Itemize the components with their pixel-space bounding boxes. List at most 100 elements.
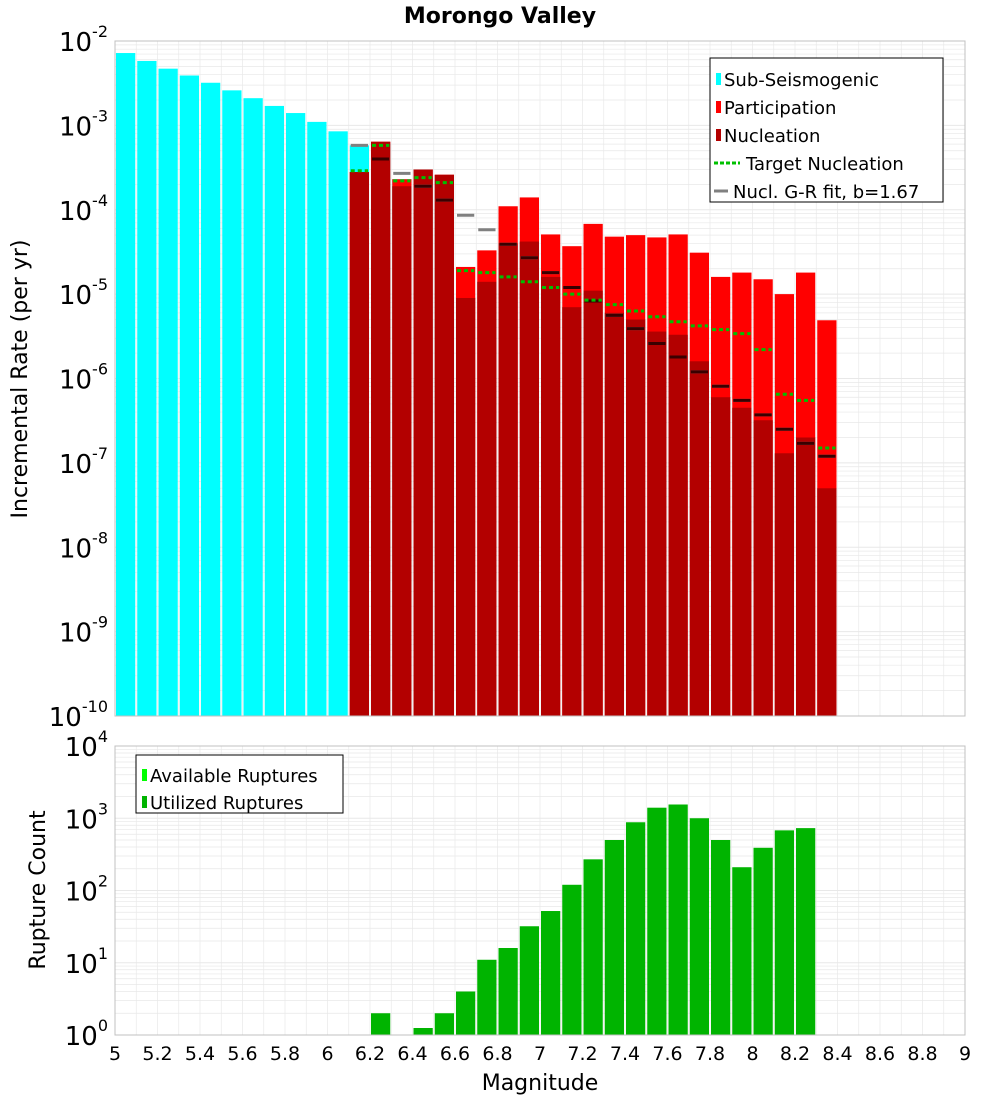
nucleation-bar <box>371 141 391 716</box>
magnitude-xlabel: Magnitude <box>482 1071 599 1096</box>
x-tick-label: 8 <box>746 1043 758 1065</box>
x-tick-label: 7 <box>534 1043 546 1065</box>
x-tick-label: 7.4 <box>610 1043 640 1065</box>
nucleation-bar <box>732 407 752 716</box>
y-tick-label: 104 <box>65 727 108 763</box>
nucleation-bar <box>689 361 709 716</box>
utilized-ruptures-bar <box>413 1028 433 1035</box>
y-tick-label: 10-4 <box>59 191 108 227</box>
nucleation-bar <box>456 297 476 716</box>
y-tick-label: 102 <box>65 872 108 908</box>
rate-panel: 10-10 10-9 10-8 10-7 10-6 10-5 10-4 10-3 10-2 Sub… <box>49 22 966 733</box>
rate-legend: Sub-Seismogenic Participation Nucleation Ta… <box>709 57 944 203</box>
nucleation-bar <box>541 276 561 716</box>
y-tick-label: 10-7 <box>59 444 108 480</box>
x-tick-label: 7.8 <box>695 1043 725 1065</box>
y-tick-label: 10-8 <box>59 528 108 564</box>
legend-label: Sub-Seismogenic <box>724 70 879 91</box>
x-tick-label: 9 <box>959 1043 971 1065</box>
utilized-ruptures-bar <box>647 807 667 1035</box>
count-panel: 100 101 102 103 104 Available Ruptures Utilize… <box>65 727 966 1052</box>
sub-seismogenic-bar <box>328 131 348 717</box>
legend-label: Utilized Ruptures <box>150 793 303 814</box>
count-bars <box>371 804 816 1035</box>
x-tick-label: 8.6 <box>865 1043 895 1065</box>
utilized-ruptures-bar <box>689 818 709 1035</box>
x-tick-label: 5.6 <box>227 1043 257 1065</box>
utilized-ruptures-bar <box>498 948 518 1035</box>
utilized-ruptures-bar <box>371 1013 391 1035</box>
legend-label: Nucleation <box>724 126 820 147</box>
sub-seismogenic-bar <box>264 105 284 717</box>
x-tick-label: 6.8 <box>482 1043 512 1065</box>
rate-bars <box>116 53 837 717</box>
x-tick-label: 6.4 <box>397 1043 427 1065</box>
x-tick-label: 5 <box>109 1043 121 1065</box>
x-tick-label: 6.6 <box>440 1043 470 1065</box>
utilized-ruptures-bar <box>583 859 603 1035</box>
utilized-ruptures-bar <box>519 926 539 1035</box>
utilized-ruptures-bar <box>732 867 752 1035</box>
y-tick-label: 10-6 <box>59 360 108 396</box>
nucleation-bar <box>604 312 624 716</box>
y-tick-label: 10-10 <box>49 697 108 733</box>
x-tick-label: 8.4 <box>822 1043 852 1065</box>
utilized-ruptures-bar <box>753 847 773 1035</box>
x-tick-label: 6 <box>321 1043 333 1065</box>
legend-swatch <box>716 129 721 141</box>
utilized-ruptures-bar <box>477 959 497 1035</box>
utilized-ruptures-bar <box>541 911 561 1035</box>
sub-seismogenic-bar <box>307 121 327 716</box>
nucleation-bar <box>711 397 731 716</box>
nucleation-bar <box>647 331 667 716</box>
sub-seismogenic-bar <box>286 113 306 716</box>
utilized-ruptures-bar <box>626 822 646 1035</box>
count-legend-box <box>135 754 344 814</box>
utilized-ruptures-bar <box>456 991 476 1035</box>
count-legend: Available Ruptures Utilized Ruptures <box>135 754 344 814</box>
rate-panel-ylabel: Incremental Rate (per yr) <box>8 240 33 519</box>
nucleation-bar <box>562 307 582 716</box>
utilized-ruptures-bar <box>668 804 688 1035</box>
count-panel-border <box>114 745 966 1036</box>
chart-title: Morongo Valley <box>404 4 596 29</box>
nucleation-bar <box>774 453 794 716</box>
nucleation-bar <box>753 420 773 716</box>
x-tick-label: 7.6 <box>652 1043 682 1065</box>
sub-seismogenic-bar <box>179 75 199 717</box>
y-tick-label: 103 <box>65 799 108 835</box>
nucleation-bar <box>583 290 603 716</box>
utilized-ruptures-bar <box>711 839 731 1035</box>
nucleation-bar <box>349 172 369 716</box>
sub-seismogenic-bar <box>158 68 178 716</box>
nucleation-bar <box>477 281 497 716</box>
y-tick-label: 10-3 <box>59 106 108 142</box>
legend-label: Target Nucleation <box>745 154 904 175</box>
rate-legend-box <box>709 57 944 203</box>
nucleation-bar <box>434 174 454 716</box>
legend-label: Available Ruptures <box>150 766 318 787</box>
x-tick-label: 5.8 <box>270 1043 300 1065</box>
nucleation-bar <box>626 319 646 716</box>
x-tick-label: 8.8 <box>907 1043 937 1065</box>
legend-swatch <box>142 769 147 781</box>
count-panel-ylabel: Rupture Count <box>26 810 51 970</box>
x-tick-label: 8.2 <box>780 1043 810 1065</box>
nucleation-bar <box>519 241 539 717</box>
legend-label: Participation <box>724 98 836 119</box>
nucleation-bar <box>498 243 518 717</box>
sub-seismogenic-bar <box>243 98 263 716</box>
nucleation-bar <box>817 488 837 716</box>
nucleation-bar <box>668 334 688 716</box>
x-tick-labels: 5 5.2 5.4 5.6 5.8 6 6.2 6.4 6.6 6.8 7 7.2 7.4 7.6 7.8 8… <box>109 1043 971 1065</box>
y-tick-label: 101 <box>65 944 108 980</box>
sub-seismogenic-bar <box>116 53 136 716</box>
sub-seismogenic-bar <box>201 82 221 716</box>
y-tick-label: 10-9 <box>59 613 108 649</box>
nucleation-bar <box>413 169 433 716</box>
legend-swatch <box>716 73 721 85</box>
x-tick-label: 6.2 <box>355 1043 385 1065</box>
nucleation-bar <box>392 186 412 716</box>
